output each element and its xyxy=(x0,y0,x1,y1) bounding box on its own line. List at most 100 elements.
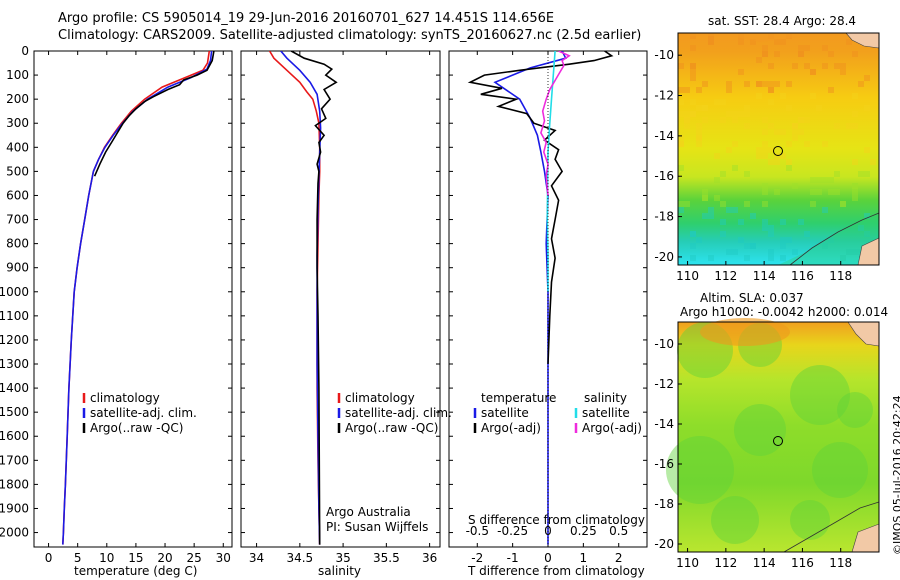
sla-map-ytick-label: -12 xyxy=(654,377,674,391)
sst-map-pixel xyxy=(696,135,702,141)
sst-map-pixel xyxy=(768,63,774,69)
sst-map-pixel xyxy=(720,219,726,225)
sst-map-pixel xyxy=(726,81,732,87)
sst-map-pixel xyxy=(804,117,810,123)
sst-map-pixel xyxy=(834,63,840,69)
sst-map-pixel xyxy=(762,117,768,123)
sst-map-pixel xyxy=(774,51,780,57)
sst-map-pixel xyxy=(768,123,774,129)
sst-map-pixel xyxy=(810,69,816,75)
sst-map-pixel xyxy=(696,135,702,141)
sst-map-pixel xyxy=(678,111,684,117)
sst-map-pixel xyxy=(678,201,684,207)
sst-map-pixel xyxy=(798,51,804,57)
salinity-annotation-line2: PI: Susan Wijffels xyxy=(326,520,429,534)
sst-map-pixel xyxy=(822,45,828,51)
sst-map-pixel xyxy=(822,207,828,213)
sst-map-pixel xyxy=(792,249,798,255)
sst-map-pixel xyxy=(744,171,750,177)
sst-map-pixel xyxy=(852,183,858,189)
sst-map-pixel xyxy=(690,99,696,105)
sst-map-pixel xyxy=(864,213,870,219)
sst-map-pixel xyxy=(792,123,798,129)
sst-map-field xyxy=(678,33,879,265)
sst-map-pixel xyxy=(756,81,762,87)
sst-map-pixel xyxy=(726,249,732,255)
sst-map-xtick-label: 112 xyxy=(714,269,737,283)
difference-s-tick-label: -0.5 xyxy=(466,524,489,538)
sst-map-pixel xyxy=(786,237,792,243)
sst-map-pixel xyxy=(702,105,708,111)
chart-title-line2: Climatology: CARS2009. Satellite-adjuste… xyxy=(58,28,642,43)
sst-map-pixel xyxy=(762,141,768,147)
sst-map-pixel xyxy=(678,165,684,171)
sst-map-pixel xyxy=(756,153,762,159)
sst-map-pixel xyxy=(702,195,708,201)
sst-map-pixel xyxy=(768,99,774,105)
sst-map-pixel xyxy=(732,249,738,255)
sst-map-pixel xyxy=(690,243,696,249)
sst-map-pixel xyxy=(828,177,834,183)
sla-map-blob xyxy=(711,496,759,544)
sst-map-ytick-label: -16 xyxy=(654,169,674,183)
salinity-legend-label: satellite-adj. clim. xyxy=(345,406,452,420)
depth-tick-label: 1700 xyxy=(0,453,29,467)
temperature-axis-label: temperature (deg C) xyxy=(74,564,198,578)
sst-map-pixel xyxy=(810,93,816,99)
sst-map-xtick-label: 114 xyxy=(753,269,776,283)
sst-map-pixel xyxy=(852,183,858,189)
temperature-xtick-label: 30 xyxy=(216,551,231,565)
sst-map-pixel xyxy=(780,39,786,45)
sst-map-pixel xyxy=(852,249,858,255)
sst-map-pixel xyxy=(774,129,780,135)
sst-map-pixel xyxy=(816,177,822,183)
sst-map-pixel xyxy=(870,159,876,165)
sst-coast-region xyxy=(778,212,879,265)
sst-map-pixel xyxy=(762,81,768,87)
sst-map-pixel xyxy=(780,129,786,135)
sst-map-pixel xyxy=(684,117,690,123)
sst-map-pixel xyxy=(702,117,708,123)
sst-map-pixel xyxy=(762,189,768,195)
sst-map-pixel xyxy=(702,195,708,201)
sla-map-ytick-label: -16 xyxy=(654,457,674,471)
sst-map-pixel xyxy=(762,51,768,57)
depth-tick-label: 500 xyxy=(6,164,29,178)
depth-tick-label: 700 xyxy=(6,213,29,227)
temperature-panel-frame xyxy=(33,50,233,548)
sst-map-pixel xyxy=(690,63,696,69)
sst-map-pixel xyxy=(834,171,840,177)
sst-map-pixel xyxy=(720,171,726,177)
sst-map-pixel xyxy=(774,159,780,165)
sst-map-pixel xyxy=(702,105,708,111)
sst-map-pixel xyxy=(702,189,708,195)
sst-map-pixel xyxy=(738,111,744,117)
salinity-xtick-label: 35.5 xyxy=(373,551,400,565)
sst-map-pixel xyxy=(726,87,732,93)
sst-map-pixel xyxy=(840,201,846,207)
sla-map-blob xyxy=(734,404,786,456)
sst-map-xtick-label: 116 xyxy=(791,269,814,283)
sst-map-pixel xyxy=(792,183,798,189)
sst-map-pixel xyxy=(678,135,684,141)
sst-map-pixel xyxy=(864,171,870,177)
sst-map-pixel xyxy=(690,231,696,237)
sst-map-xtick-label: 118 xyxy=(829,269,852,283)
depth-tick-label: 400 xyxy=(6,140,29,154)
sst-map-pixel xyxy=(852,159,858,165)
sst-map-pixel xyxy=(726,111,732,117)
sst-argo-marker xyxy=(773,146,783,156)
salinity-annotation-line1: Argo Australia xyxy=(326,505,411,519)
temperature-legend-label: Argo(..raw -QC) xyxy=(90,421,183,435)
temperature-line-satellite-adj-clim- xyxy=(62,51,213,545)
sst-map-pixel xyxy=(840,63,846,69)
sst-map-pixel xyxy=(780,219,786,225)
sst-map-pixel xyxy=(732,117,738,123)
sst-map-pixel xyxy=(684,87,690,93)
sst-map-pixel xyxy=(750,39,756,45)
s-difference-axis-label: S difference from climatology xyxy=(468,513,645,527)
sst-map-pixel xyxy=(768,159,774,165)
sst-map-pixel xyxy=(774,81,780,87)
sst-map-pixel xyxy=(798,117,804,123)
